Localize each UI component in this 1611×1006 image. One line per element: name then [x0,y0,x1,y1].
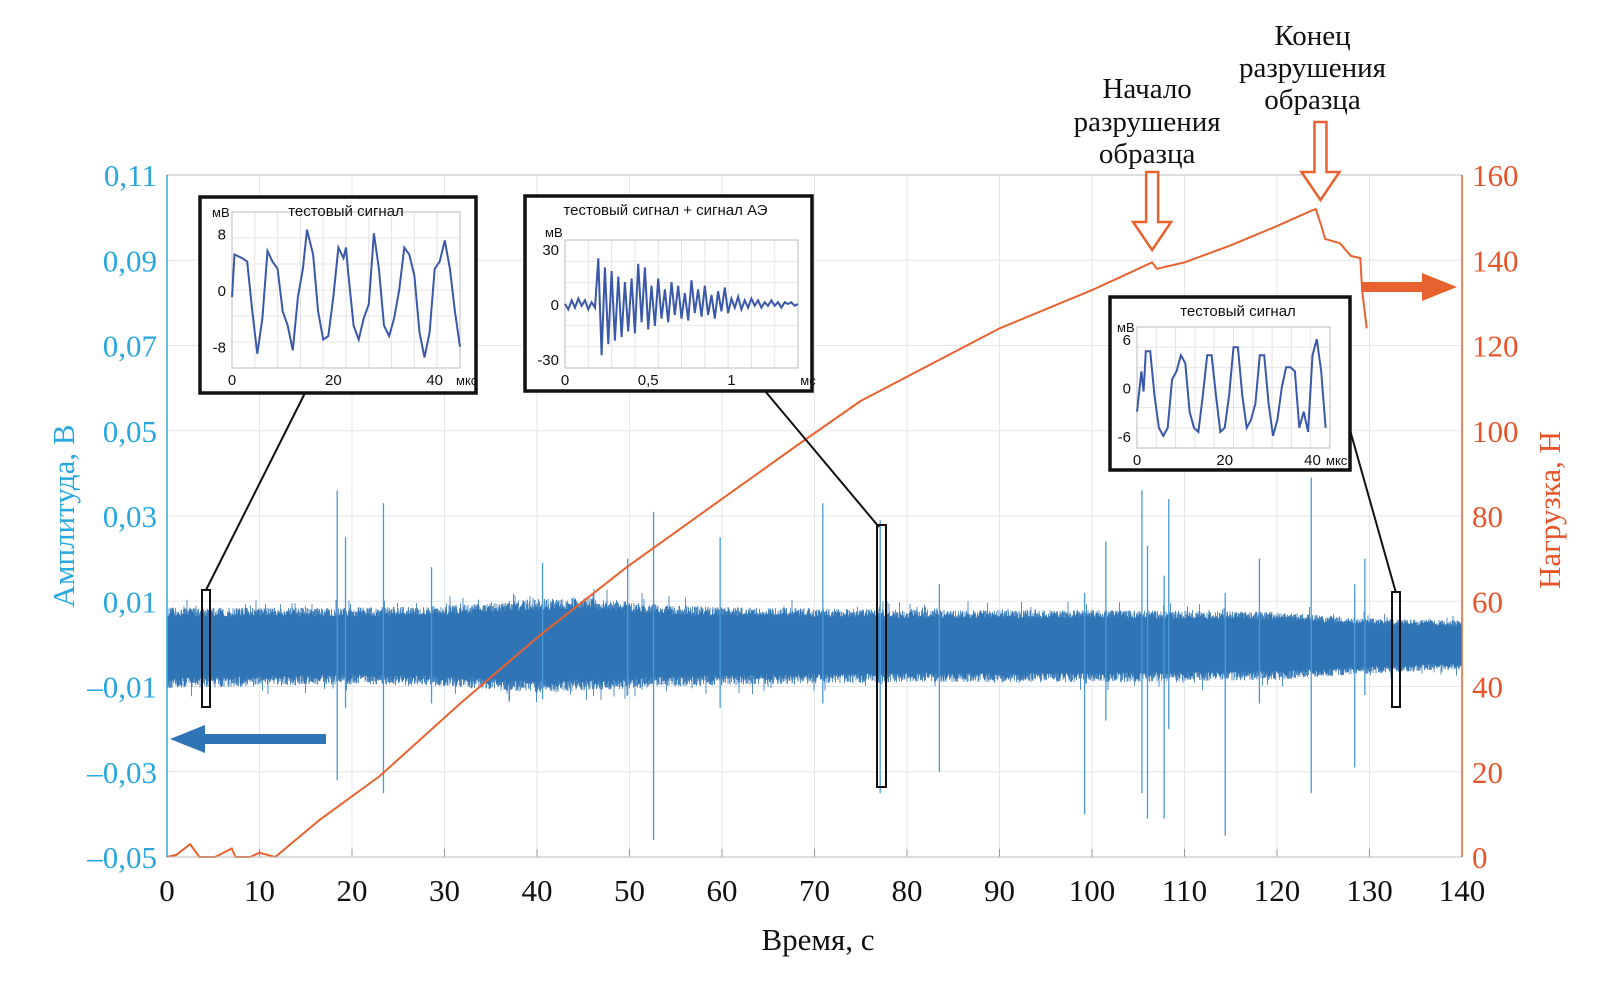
inset-x-tick: 0,5 [638,372,659,389]
inset-x-tick: 0 [1133,452,1141,469]
y-left-tick-label: 0,05 [103,414,157,449]
annotations: НачалоразрушенияобразцаКонецразрушенияоб… [1074,20,1386,253]
load-line [166,207,1368,859]
y-left-tick-label: –0,03 [86,755,157,790]
inset-y-unit: мВ [212,205,230,220]
inset-x-unit: мкс [1326,453,1348,468]
inset-marker-box [1391,591,1401,708]
inset-y-unit: мВ [545,225,563,240]
inset-y-tick: -8 [213,340,226,357]
x-tick-label: 90 [984,873,1015,908]
x-tick-label: 50 [614,873,645,908]
inset-x-tick: 20 [325,372,342,389]
x-tick-label: 130 [1346,873,1393,908]
y-right-tick-label: 60 [1472,584,1503,619]
annotation-text: образца [1099,138,1196,170]
inset-waveform [231,229,461,358]
inset-x-tick: 40 [1304,452,1321,469]
x-tick-label: 0 [159,873,175,908]
inset-frame [198,195,478,395]
y-left-tick-label: 0,03 [103,499,157,534]
y-right-tick-label: 80 [1472,499,1503,534]
y-left-tick-label: 0,09 [103,243,157,278]
inset-frame [523,194,814,393]
x-tick-label: 60 [707,873,738,908]
inset-marker-box [201,589,211,708]
y-left-tick-label: –0,05 [86,840,157,875]
inset-title: тестовый сигнал + сигнал АЭ [563,202,767,219]
inset-y-tick: 0 [218,283,226,300]
inset-title: тестовый сигнал [1180,303,1296,320]
inset-y-tick: -6 [1118,429,1131,446]
y-left-tick-label: 0,07 [103,329,157,364]
inset-connector-line [764,390,880,528]
inset-x-tick: 1 [727,372,735,389]
x-axis-label: Время, с [761,922,874,957]
inset-waveform [1136,338,1327,438]
inset-x-tick: 0 [228,372,236,389]
y-right-tick-labels: 0 20 40 60 80 100 120 140 160 [1472,158,1519,875]
y-right-tick-label: 0 [1472,840,1488,875]
inset-markers [201,390,1401,788]
x-tick-label: 70 [799,873,830,908]
x-tick-label: 30 [429,873,460,908]
y-right-tick-label: 120 [1472,329,1519,364]
annotation-text: Начало [1102,73,1191,105]
inset-title: тестовый сигнал [288,203,404,220]
x-tick-label: 40 [522,873,553,908]
x-tick-label: 10 [244,873,275,908]
y-left-tick-label: 0,11 [104,158,157,193]
inset-y-unit: мВ [1117,320,1135,335]
y-left-tick-labels: –0,05 –0,03 –0,01 0,01 0,03 0,05 0,07 0,09 0,11 [86,158,157,875]
left-axis-arrow-icon [170,725,326,753]
inset-plot-frame [1136,326,1331,449]
inset-y-tick: 6 [1123,332,1131,349]
annotation-text: разрушения [1239,52,1386,84]
inset-y-tick: -30 [537,352,559,369]
annotation-text: образца [1264,84,1361,116]
inset-x-tick: 40 [426,372,443,389]
x-tick-label: 110 [1162,873,1207,908]
y-left-tick-label: 0,01 [103,584,157,619]
y-right-tick-label: 100 [1472,414,1519,449]
inset-x-unit: мкс [456,373,478,388]
inset-connector-line [1349,429,1397,594]
y-right-tick-label: 40 [1472,670,1503,705]
y-left-tick-label: –0,01 [86,670,157,705]
inset-waveform [564,258,799,356]
inset-connector-line [205,392,306,591]
inset-y-tick: 0 [1123,381,1131,398]
y-right-tick-label: 160 [1472,158,1519,193]
x-tick-label: 100 [1069,873,1116,908]
inset-y-tick: 30 [542,242,559,259]
x-tick-label: 20 [337,873,368,908]
down-arrow-icon [1130,170,1174,253]
right-axis-arrow-icon [1362,273,1457,301]
annotation-text: Конец [1274,20,1350,52]
inset-y-tick: 0 [551,297,559,314]
y-left-axis-label: Амплитуда, В [46,424,81,607]
inset-y-tick: 8 [218,226,226,243]
inset-x-unit: мс [800,373,816,388]
x-tick-label: 80 [892,873,923,908]
y-right-tick-label: 140 [1472,243,1519,278]
annotation-text: разрушения [1074,106,1221,138]
inset-x-tick: 20 [1216,452,1233,469]
load-series [166,207,1368,859]
inset-marker-box [876,524,887,788]
down-arrow-icon [1299,120,1342,203]
x-tick-label: 120 [1254,873,1301,908]
x-tick-labels: 0 10 20 30 40 50 60 70 80 90 100 110 120 130 140 [159,873,1485,908]
y-right-axis-label: Нагрузка, Н [1532,431,1567,589]
inset-x-tick: 0 [561,372,569,389]
y-right-tick-label: 20 [1472,755,1503,790]
x-tick-label: 140 [1439,873,1486,908]
